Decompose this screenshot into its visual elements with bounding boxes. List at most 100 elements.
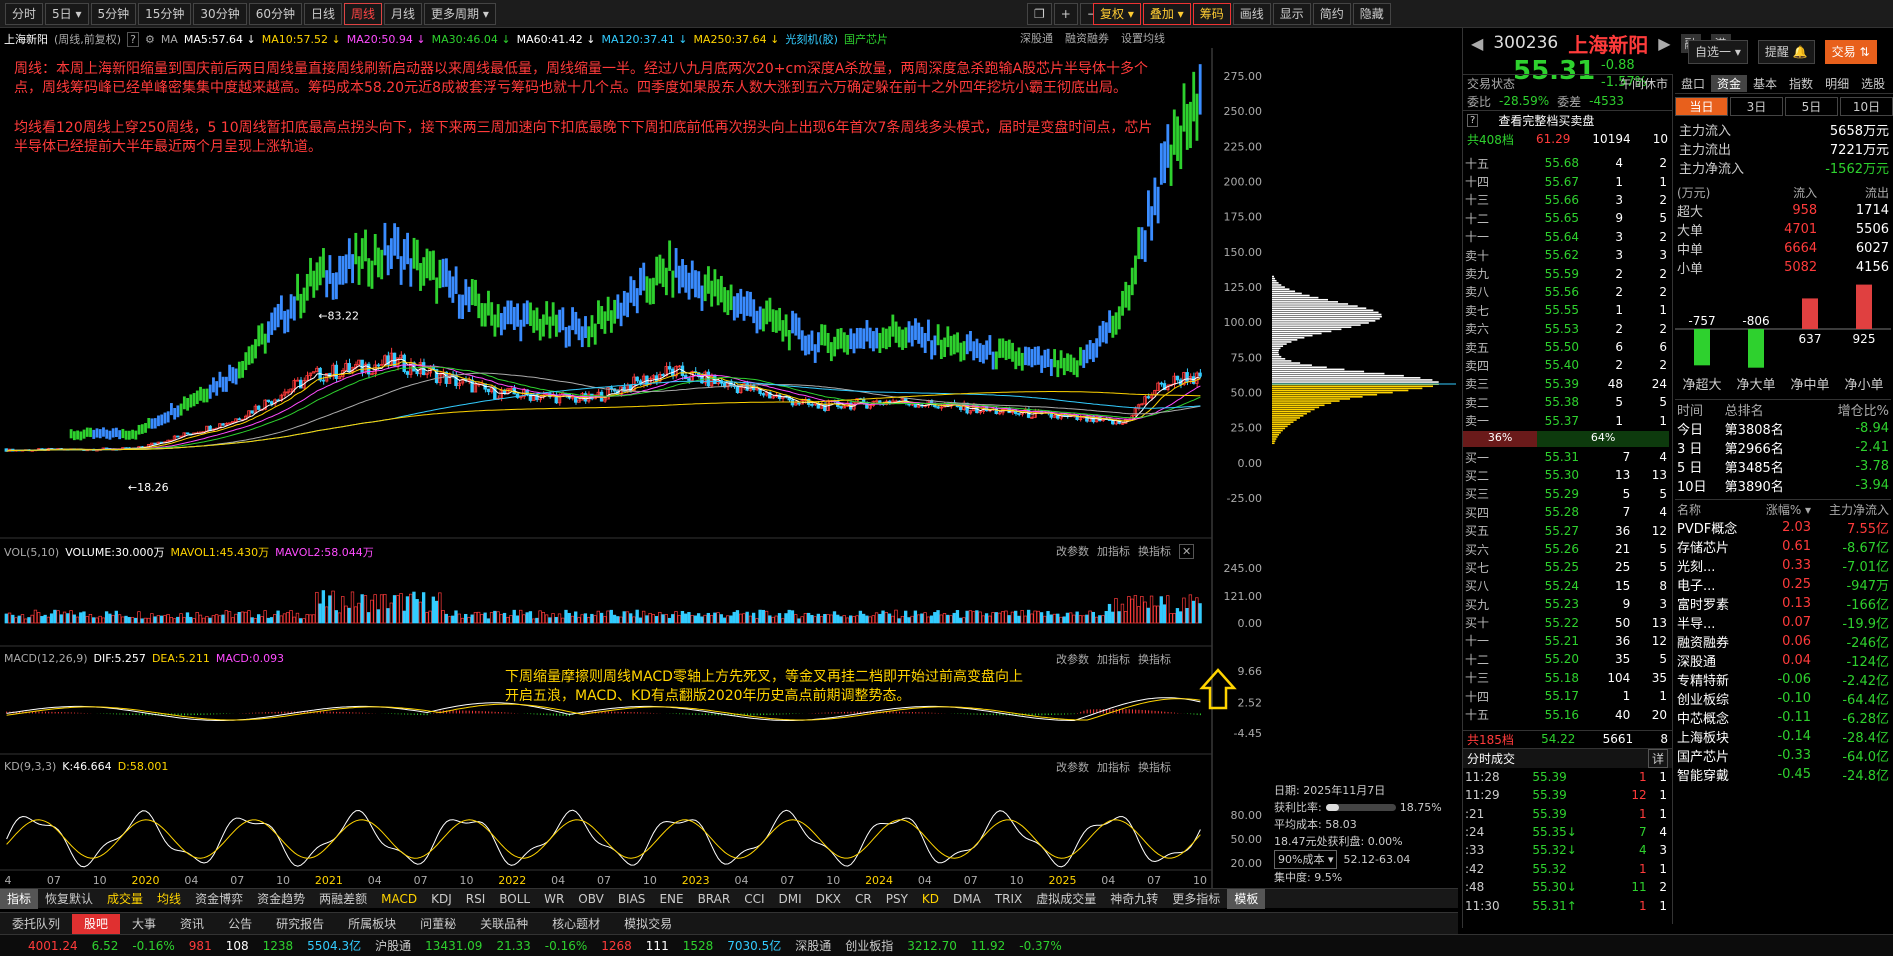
indicator-tab-13[interactable]: BIAS bbox=[617, 891, 646, 906]
indicator-tab-26[interactable]: 更多指标 bbox=[1172, 891, 1221, 906]
indicator-tab-5[interactable]: 资金趋势 bbox=[257, 891, 306, 906]
toolbar-btn-3[interactable]: 画线 bbox=[1232, 3, 1271, 25]
sell-level[interactable]: 十四 55.67 1 1 bbox=[1465, 174, 1667, 190]
sell-level[interactable]: 卖二 55.38 5 5 bbox=[1465, 395, 1667, 410]
sector-row[interactable]: 国产芯片 -0.33 -64.0亿 bbox=[1677, 748, 1889, 766]
tag-lithography[interactable]: 光刻机(胶) bbox=[785, 33, 838, 46]
indicator-tab-2[interactable]: 成交量 bbox=[107, 891, 144, 906]
fund-tab-4[interactable]: 明细 bbox=[1825, 77, 1850, 91]
buy-level[interactable]: 买六 55.26 21 5 bbox=[1465, 542, 1667, 557]
period-tab-4[interactable]: 30分钟 bbox=[193, 2, 247, 25]
toolbar-btn-2[interactable]: 筹码 bbox=[1192, 3, 1231, 25]
fund-period-2[interactable]: 5日 bbox=[1785, 96, 1838, 116]
buy-level[interactable]: 十四 55.17 1 1 bbox=[1465, 689, 1667, 704]
sell-level[interactable]: 十三 55.66 3 2 bbox=[1465, 192, 1667, 208]
sector-row[interactable]: 半导... 0.07 -19.9亿 bbox=[1677, 615, 1889, 633]
sector-row[interactable]: 深股通 0.04 -124亿 bbox=[1677, 653, 1889, 671]
period-tab-2[interactable]: 5分钟 bbox=[90, 2, 137, 25]
info-tab-0[interactable]: 委托队列 bbox=[12, 916, 61, 931]
info-tab-3[interactable]: 资讯 bbox=[180, 916, 205, 931]
toolbar-btn-6[interactable]: 隐藏 bbox=[1352, 3, 1391, 25]
sector-row[interactable]: PVDF概念 2.03 7.55亿 bbox=[1677, 520, 1889, 538]
kd-param-button[interactable]: 改参数 bbox=[1056, 761, 1089, 774]
sell-level[interactable]: 卖六 55.53 2 2 bbox=[1465, 321, 1667, 337]
vol-add-indicator-button[interactable]: 加指标 bbox=[1097, 545, 1130, 558]
buy-level[interactable]: 买九 55.23 9 3 bbox=[1465, 597, 1667, 612]
sector-row[interactable]: 电子... 0.25 -947万 bbox=[1677, 577, 1889, 595]
help-icon[interactable]: ? bbox=[127, 31, 139, 47]
fund-period-0[interactable]: 当日 bbox=[1675, 96, 1728, 116]
ticks-detail-button[interactable]: 详 bbox=[1647, 748, 1668, 768]
ma-settings-button[interactable]: 设置均线 bbox=[1121, 32, 1165, 45]
toolbar-btn-1[interactable]: 叠加 ▾ bbox=[1142, 3, 1191, 25]
period-tab-1[interactable]: 5日 ▾ bbox=[45, 2, 89, 25]
sector-row[interactable]: 智能穿戴 -0.45 -24.8亿 bbox=[1677, 767, 1889, 785]
tag-domestic-chip[interactable]: 国产芯片 bbox=[843, 33, 888, 46]
buy-level[interactable]: 买五 55.27 36 12 bbox=[1465, 523, 1667, 539]
buy-level[interactable]: 买一 55.31 7 4 bbox=[1465, 450, 1667, 465]
indicator-tab-9[interactable]: RSI bbox=[465, 891, 486, 906]
sector-row[interactable]: 融资融券 0.06 -246亿 bbox=[1677, 634, 1889, 652]
indicator-tab-16[interactable]: CCI bbox=[744, 891, 765, 906]
period-tab-9[interactable]: 更多周期 ▾ bbox=[424, 2, 496, 25]
indicator-tab-20[interactable]: PSY bbox=[885, 891, 908, 906]
indicator-tab-21[interactable]: KD bbox=[921, 891, 940, 906]
sell-level[interactable]: 十二 55.65 9 5 bbox=[1465, 211, 1667, 226]
sell-level[interactable]: 卖七 55.55 1 1 bbox=[1465, 303, 1667, 318]
kd-add-indicator-button[interactable]: 加指标 bbox=[1097, 761, 1130, 774]
buy-level[interactable]: 买二 55.30 13 13 bbox=[1465, 468, 1667, 483]
indicator-tab-25[interactable]: 神奇九转 bbox=[1110, 891, 1159, 906]
tag-shenguton[interactable]: 深股通 bbox=[1020, 32, 1053, 45]
sector-row[interactable]: 存储芯片 0.61 -8.67亿 bbox=[1677, 539, 1889, 557]
toolbar-btn-0[interactable]: 复权 ▾ bbox=[1093, 3, 1141, 25]
close-icon[interactable]: ✕ bbox=[1179, 543, 1195, 559]
indicator-tab-14[interactable]: ENE bbox=[659, 891, 684, 906]
sell-level[interactable]: 十五 55.68 4 2 bbox=[1465, 156, 1667, 171]
vol-switch-indicator-button[interactable]: 换指标 bbox=[1138, 545, 1171, 558]
info-tab-5[interactable]: 研究报告 bbox=[276, 916, 325, 931]
buy-level[interactable]: 买七 55.25 25 5 bbox=[1465, 560, 1667, 575]
indicator-tab-12[interactable]: OBV bbox=[578, 891, 604, 906]
trade-button[interactable]: 交易 ⇅ bbox=[1824, 40, 1877, 64]
prev-stock-icon[interactable]: ◀ bbox=[1471, 33, 1484, 53]
indicator-tab-23[interactable]: TRIX bbox=[994, 891, 1023, 906]
chip-cost-select[interactable]: 90%成本 ▾ bbox=[1274, 850, 1338, 869]
period-tab-5[interactable]: 60分钟 bbox=[248, 2, 302, 25]
info-tab-8[interactable]: 关联品种 bbox=[480, 916, 529, 931]
info-tab-4[interactable]: 公告 bbox=[228, 916, 253, 931]
period-tab-6[interactable]: 日线 bbox=[303, 2, 342, 25]
sell-level[interactable]: 卖四 55.40 2 2 bbox=[1465, 358, 1667, 373]
sector-row[interactable]: 上海板块 -0.14 -28.4亿 bbox=[1677, 729, 1889, 747]
watchlist-button[interactable]: 自选一 ▾ bbox=[1688, 40, 1748, 64]
vol-param-button[interactable]: 改参数 bbox=[1056, 545, 1089, 558]
buy-level[interactable]: 十一 55.21 36 12 bbox=[1465, 633, 1667, 649]
indicator-tab-3[interactable]: 均线 bbox=[157, 891, 182, 906]
macd-switch-indicator-button[interactable]: 换指标 bbox=[1138, 653, 1171, 666]
toolbar-btn-5[interactable]: 简约 bbox=[1312, 3, 1351, 25]
buy-level[interactable]: 买八 55.24 15 8 bbox=[1465, 578, 1667, 594]
indicator-tab-22[interactable]: DMA bbox=[953, 891, 981, 906]
period-tab-7[interactable]: 周线 bbox=[344, 2, 383, 25]
indicator-tab-6[interactable]: 两融差额 bbox=[319, 891, 368, 906]
info-tab-2[interactable]: 大事 bbox=[132, 916, 157, 931]
indicator-tab-7[interactable]: MACD bbox=[381, 891, 418, 906]
macd-add-indicator-button[interactable]: 加指标 bbox=[1097, 653, 1130, 666]
full-orderbook-link[interactable]: 查看完整档买卖盘 bbox=[1498, 114, 1595, 128]
indicator-tab-8[interactable]: KDJ bbox=[431, 891, 452, 906]
fund-tab-3[interactable]: 指数 bbox=[1789, 77, 1814, 91]
sell-level[interactable]: 卖三 55.39 48 24 bbox=[1465, 376, 1667, 392]
sell-level[interactable]: 卖十 55.62 3 3 bbox=[1465, 248, 1667, 263]
buy-level[interactable]: 买三 55.29 5 5 bbox=[1465, 486, 1667, 502]
settings-icon[interactable]: ⚙ bbox=[144, 32, 155, 46]
sector-row[interactable]: 中芯概念 -0.11 -6.28亿 bbox=[1677, 710, 1889, 728]
sell-level[interactable]: 十一 55.64 3 2 bbox=[1465, 229, 1667, 245]
indicator-tab-15[interactable]: BRAR bbox=[697, 891, 731, 906]
indicator-tab-17[interactable]: DMI bbox=[778, 891, 802, 906]
sell-level[interactable]: 卖八 55.56 2 2 bbox=[1465, 284, 1667, 300]
indicator-tab-24[interactable]: 虚拟成交量 bbox=[1036, 891, 1097, 906]
remind-button[interactable]: 提醒 🔔 bbox=[1757, 40, 1815, 64]
indicator-tab-10[interactable]: BOLL bbox=[499, 891, 531, 906]
kd-switch-indicator-button[interactable]: 换指标 bbox=[1138, 761, 1171, 774]
info-tab-6[interactable]: 所属板块 bbox=[348, 916, 397, 931]
fund-tab-0[interactable]: 盘口 bbox=[1681, 77, 1706, 91]
